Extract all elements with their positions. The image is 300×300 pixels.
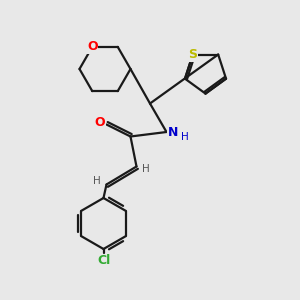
Text: N: N: [168, 125, 178, 139]
Text: O: O: [94, 116, 105, 129]
Text: O: O: [87, 40, 98, 53]
Text: H: H: [181, 132, 189, 142]
Text: H: H: [93, 176, 101, 187]
Text: S: S: [188, 48, 197, 61]
Text: H: H: [142, 164, 150, 175]
Text: Cl: Cl: [97, 254, 110, 268]
